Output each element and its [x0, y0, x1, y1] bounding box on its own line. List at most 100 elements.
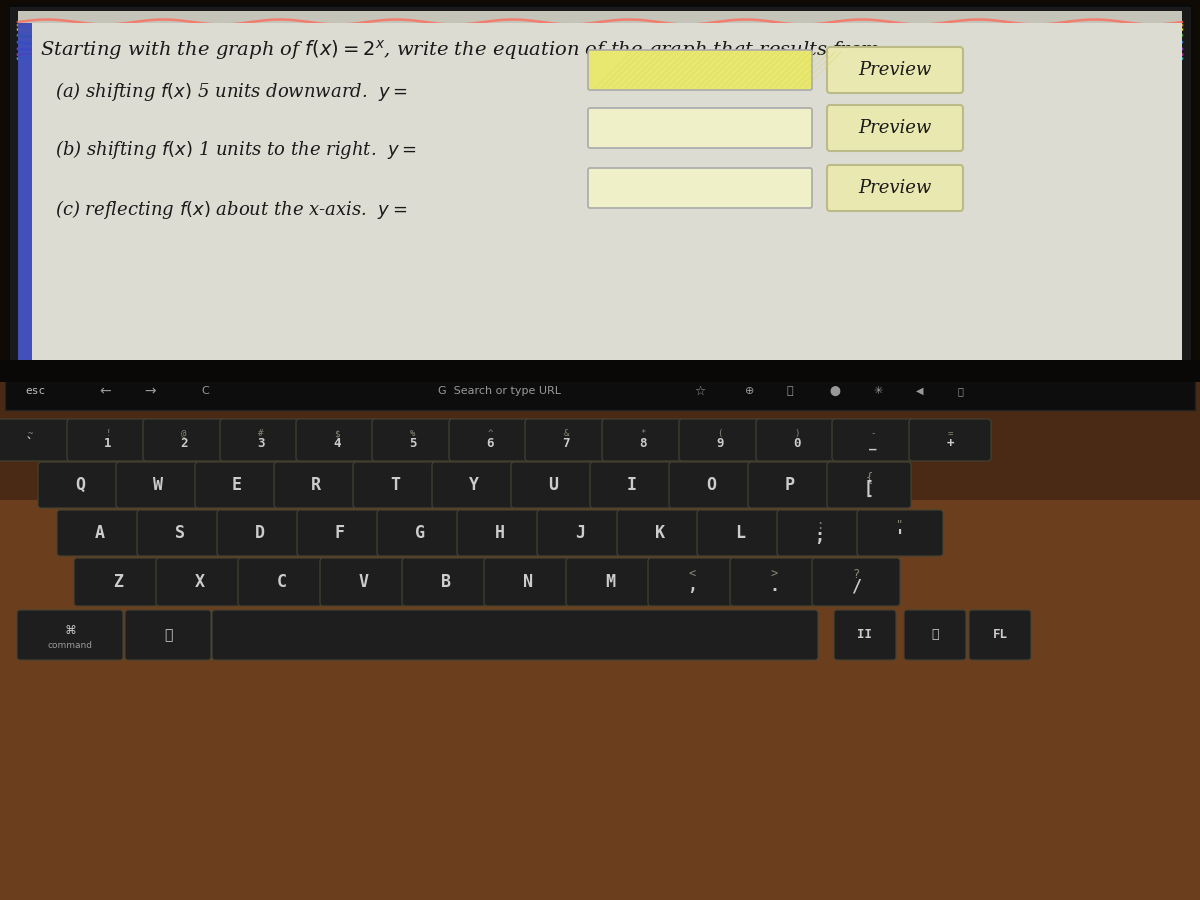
Text: ': ': [895, 528, 905, 546]
FancyBboxPatch shape: [910, 419, 991, 461]
FancyBboxPatch shape: [457, 510, 542, 556]
FancyBboxPatch shape: [296, 419, 378, 461]
FancyBboxPatch shape: [58, 510, 143, 556]
Text: ←: ←: [100, 384, 110, 398]
Text: `: `: [26, 437, 34, 450]
Text: Preview: Preview: [858, 179, 931, 197]
Text: 1: 1: [104, 437, 112, 450]
Text: ◀: ◀: [917, 386, 924, 396]
FancyBboxPatch shape: [617, 510, 703, 556]
Text: command: command: [48, 641, 92, 650]
Text: G: G: [415, 524, 425, 542]
FancyBboxPatch shape: [353, 462, 437, 508]
FancyBboxPatch shape: [32, 23, 1182, 363]
FancyBboxPatch shape: [748, 462, 832, 508]
Text: N: N: [523, 573, 533, 591]
Text: O: O: [706, 476, 716, 494]
Text: ): ): [794, 429, 799, 438]
Text: ": ": [896, 519, 904, 532]
Text: ト: ト: [931, 628, 938, 642]
FancyBboxPatch shape: [679, 419, 761, 461]
FancyBboxPatch shape: [220, 419, 302, 461]
FancyBboxPatch shape: [697, 510, 784, 556]
Text: C: C: [277, 573, 287, 591]
Text: esc: esc: [25, 386, 46, 396]
Text: 〈: 〈: [787, 386, 793, 396]
Text: V: V: [359, 573, 370, 591]
FancyBboxPatch shape: [372, 419, 454, 461]
FancyBboxPatch shape: [526, 419, 607, 461]
Text: ⊕: ⊕: [745, 386, 755, 396]
Text: T: T: [390, 476, 400, 494]
Text: %: %: [410, 429, 415, 438]
Text: P: P: [785, 476, 796, 494]
Text: 6: 6: [486, 437, 493, 450]
Text: 7: 7: [563, 437, 570, 450]
FancyBboxPatch shape: [588, 168, 812, 208]
Text: $: $: [335, 429, 340, 438]
FancyBboxPatch shape: [827, 165, 964, 211]
Text: W: W: [154, 476, 163, 494]
FancyBboxPatch shape: [857, 510, 943, 556]
FancyBboxPatch shape: [730, 558, 818, 606]
Text: K: K: [655, 524, 665, 542]
Text: ⌘: ⌘: [65, 622, 74, 640]
FancyBboxPatch shape: [377, 510, 463, 556]
FancyBboxPatch shape: [238, 558, 326, 606]
FancyBboxPatch shape: [320, 558, 408, 606]
Text: >: >: [770, 568, 778, 580]
Text: U: U: [548, 476, 558, 494]
Text: 5: 5: [409, 437, 416, 450]
Text: (: (: [718, 429, 722, 438]
Text: よ: よ: [164, 628, 172, 642]
Text: ☆: ☆: [695, 384, 706, 398]
Text: [: [: [864, 480, 874, 498]
Polygon shape: [0, 370, 1200, 900]
FancyBboxPatch shape: [538, 510, 623, 556]
FancyBboxPatch shape: [834, 610, 896, 660]
Text: C: C: [202, 386, 209, 396]
FancyBboxPatch shape: [74, 558, 162, 606]
FancyBboxPatch shape: [827, 462, 911, 508]
Text: H: H: [496, 524, 505, 542]
Text: Q: Q: [74, 476, 85, 494]
Text: 8: 8: [640, 437, 647, 450]
FancyBboxPatch shape: [832, 419, 914, 461]
Text: &: &: [563, 429, 569, 438]
Text: 🔇: 🔇: [958, 386, 962, 396]
Text: Starting with the graph of $f(x) = 2^x$, write the equation of the graph that re: Starting with the graph of $f(x) = 2^x$,…: [40, 38, 880, 62]
Text: Z: Z: [113, 573, 124, 591]
Text: 0: 0: [793, 437, 800, 450]
Text: _: _: [869, 437, 877, 450]
Text: Preview: Preview: [858, 61, 931, 79]
FancyBboxPatch shape: [18, 23, 32, 363]
Text: X: X: [194, 573, 205, 591]
Text: ?: ?: [852, 568, 859, 580]
Text: B: B: [442, 573, 451, 591]
Text: M: M: [605, 573, 616, 591]
FancyBboxPatch shape: [156, 558, 244, 606]
FancyBboxPatch shape: [827, 105, 964, 151]
Text: 4: 4: [334, 437, 341, 450]
FancyBboxPatch shape: [217, 510, 302, 556]
Text: {: {: [865, 472, 872, 484]
FancyBboxPatch shape: [432, 462, 516, 508]
Text: @: @: [181, 429, 187, 438]
FancyBboxPatch shape: [116, 462, 200, 508]
Polygon shape: [0, 370, 1200, 500]
FancyBboxPatch shape: [904, 610, 966, 660]
FancyBboxPatch shape: [602, 419, 684, 461]
Text: →: →: [144, 384, 156, 398]
FancyBboxPatch shape: [449, 419, 530, 461]
Text: (a) shifting $f(x)$ 5 units downward.  $y =$: (a) shifting $f(x)$ 5 units downward. $y…: [55, 80, 408, 103]
Text: L: L: [734, 524, 745, 542]
FancyBboxPatch shape: [212, 610, 818, 660]
Text: R: R: [311, 476, 322, 494]
Text: *: *: [641, 429, 646, 438]
Text: Preview: Preview: [858, 119, 931, 137]
FancyBboxPatch shape: [648, 558, 736, 606]
Text: Y: Y: [469, 476, 479, 494]
Text: ✳: ✳: [874, 386, 883, 396]
FancyBboxPatch shape: [511, 462, 595, 508]
FancyBboxPatch shape: [402, 558, 490, 606]
